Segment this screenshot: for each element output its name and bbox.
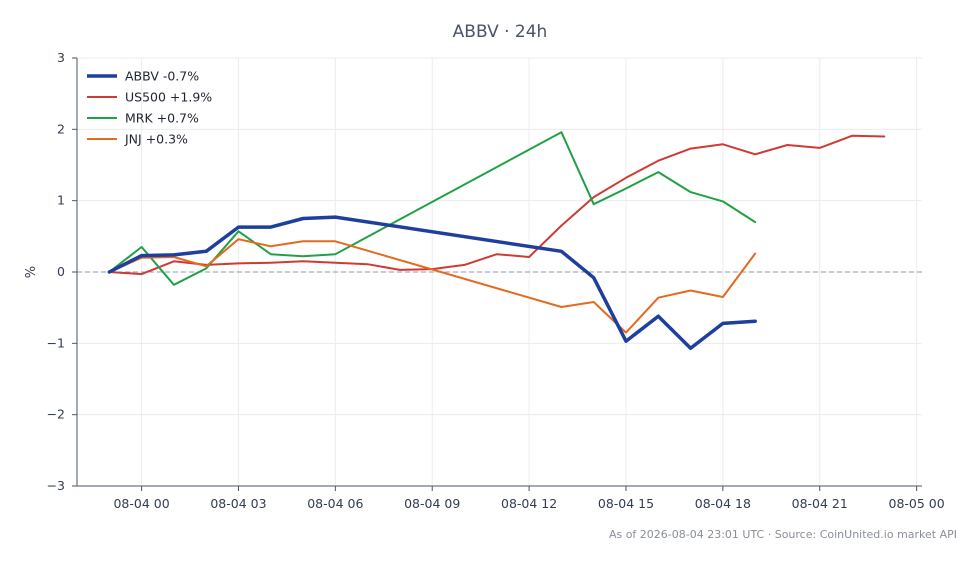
legend-label: US500 +1.9% xyxy=(125,90,212,105)
series-lines xyxy=(107,131,886,351)
x-tick-label: 08-04 03 xyxy=(210,496,266,511)
x-tick-label: 08-04 00 xyxy=(113,496,169,511)
y-tick-label: 1 xyxy=(57,193,65,208)
x-tick-label: 08-05 00 xyxy=(889,496,945,511)
grid-lines xyxy=(77,57,922,487)
chart-title: ABBV · 24h xyxy=(453,22,548,42)
x-tick-label: 08-04 06 xyxy=(307,496,363,511)
legend-label: ABBV -0.7% xyxy=(125,69,199,84)
series-line-us500 xyxy=(108,134,886,276)
x-tick-label: 08-04 18 xyxy=(695,496,751,511)
legend-label: MRK +0.7% xyxy=(125,111,199,126)
x-tick-label: 08-04 09 xyxy=(404,496,460,511)
x-tick-label: 08-04 12 xyxy=(501,496,557,511)
series-line-jnj xyxy=(108,238,757,334)
series-line-abbv xyxy=(107,215,757,351)
legend-label: JNJ +0.3% xyxy=(124,132,188,147)
x-axis-ticks: 08-04 00 08-04 03 08-04 06 08-04 09 08-04 12… xyxy=(113,486,945,511)
y-tick-label: −3 xyxy=(47,478,65,493)
y-tick-label: 3 xyxy=(57,50,65,65)
y-tick-label: 0 xyxy=(57,264,65,279)
x-tick-label: 08-04 21 xyxy=(792,496,848,511)
y-tick-label: 2 xyxy=(57,121,65,136)
y-tick-label: −2 xyxy=(47,407,65,422)
y-tick-label: −1 xyxy=(47,335,65,350)
x-tick-label: 08-04 15 xyxy=(598,496,654,511)
y-axis-ticks: 3 2 1 0 −1 −2 −3 xyxy=(47,50,77,493)
source-footnote: As of 2026-08-04 23:01 UTC · Source: Coi… xyxy=(609,528,957,541)
series-line-mrk xyxy=(108,131,757,286)
y-axis-label: % xyxy=(24,266,39,278)
legend: ABBV -0.7% US500 +1.9% MRK +0.7% JNJ +0.3% xyxy=(87,69,212,147)
